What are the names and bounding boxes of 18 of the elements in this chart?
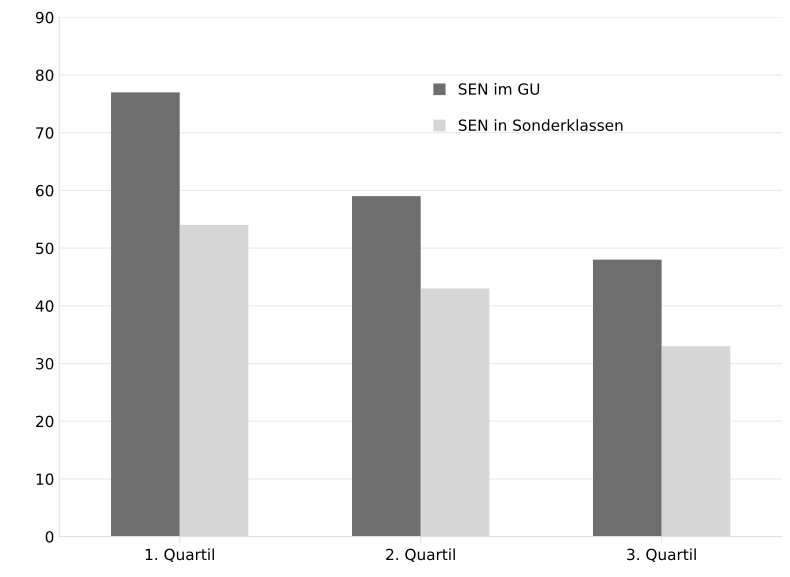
y-tick-label: 30 (36, 358, 54, 370)
bar (592, 260, 662, 537)
x-tick-label: 2. Quartil (386, 548, 455, 562)
y-tick-label: 20 (36, 416, 54, 428)
legend-label: SEN in Sonderklassen (458, 119, 622, 131)
y-tick-label: 60 (36, 184, 54, 196)
y-tick-label: 0 (46, 531, 54, 543)
y-tick-label: 10 (36, 473, 54, 485)
y-tick-label: 80 (36, 69, 54, 82)
bar (111, 92, 180, 537)
y-tick-label: 70 (36, 127, 54, 139)
legend-label: SEN im GU (458, 82, 540, 95)
x-tick-label: 3. Quartil (627, 548, 696, 562)
y-tick-label: 90 (36, 12, 54, 24)
bar (352, 196, 421, 537)
y-tick-label: 50 (36, 242, 54, 254)
y-tick-label: 40 (36, 300, 54, 312)
x-tick-label: 1. Quartil (146, 548, 214, 562)
